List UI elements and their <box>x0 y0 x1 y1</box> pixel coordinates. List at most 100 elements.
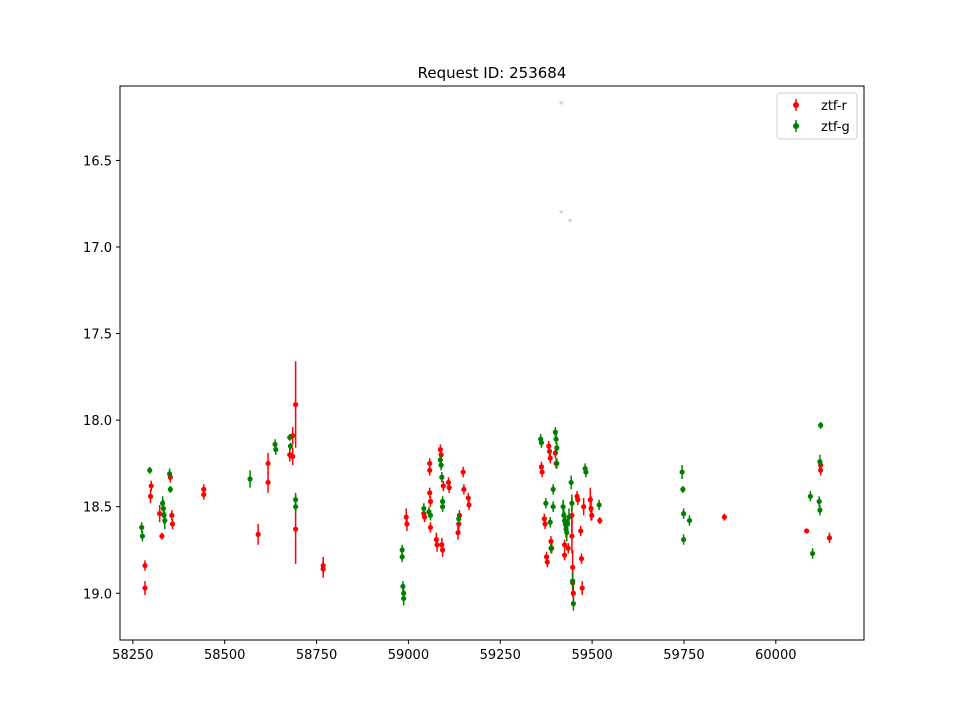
y-tick-label: 19.0 <box>83 587 112 602</box>
ztf-g-point <box>553 436 559 442</box>
ztf-r-point <box>578 528 584 534</box>
ztf-r-point <box>826 535 833 541</box>
ztf-r-point <box>147 493 154 499</box>
ztf-r-point <box>570 564 576 570</box>
ztf-r-point <box>446 485 452 491</box>
y-axis: 16.5 17.0 17.5 18.0 18.5 19.0 <box>83 154 120 602</box>
ztf-r-point <box>589 512 595 518</box>
upper-limit-marker <box>567 219 573 224</box>
ztf-r-point <box>427 467 433 473</box>
ztf-r-point <box>265 460 271 467</box>
ztf-r-point <box>142 585 148 591</box>
ztf-g-point <box>399 554 405 560</box>
ztf-r-point <box>461 486 467 492</box>
ztf-r-point <box>804 528 810 534</box>
ztf-r-point <box>818 467 824 473</box>
ztf-g-point <box>818 422 824 428</box>
ztf-r-point <box>547 455 553 461</box>
ztf-r-point <box>169 521 176 527</box>
ztf-r-point <box>148 483 154 489</box>
ztf-g-point <box>543 500 549 506</box>
ztf-g-point <box>570 578 576 584</box>
ztf-g-point <box>438 462 444 468</box>
upper-limit-marker <box>558 101 564 106</box>
ztf-g-point <box>247 476 253 482</box>
upper-limit-marker <box>558 210 564 215</box>
ztf-g-point <box>427 512 434 518</box>
ztf-r-point <box>440 483 446 489</box>
chart-title: Request ID: 253684 <box>418 64 567 82</box>
x-tick-label: 59500 <box>571 648 612 663</box>
legend-label-ztf-r: ztf-r <box>821 99 847 114</box>
ztf-r-point <box>548 538 554 544</box>
legend: ztf-r ztf-g <box>776 92 858 140</box>
ztf-r-point <box>466 502 472 508</box>
plot-marks <box>139 101 833 611</box>
x-tick-label: 59250 <box>480 648 521 663</box>
ztf-r-point <box>579 585 585 591</box>
x-tick-label: 58500 <box>204 648 245 663</box>
ztf-g-point <box>817 459 823 465</box>
y-tick-label: 17.5 <box>83 328 112 343</box>
ztf-g-point <box>560 504 566 510</box>
y-tick-label: 17.0 <box>83 241 112 256</box>
ztf-r-point <box>142 562 148 569</box>
y-tick-label: 18.0 <box>83 414 112 429</box>
ztf-r-point <box>561 552 568 558</box>
ztf-g-point <box>439 474 445 480</box>
ztf-r-point <box>578 556 585 562</box>
ztf-g-point <box>147 467 153 473</box>
ztf-r-point <box>569 533 575 539</box>
ztf-r-point <box>427 460 433 467</box>
ztf-r-point <box>265 479 271 486</box>
legend-marker-ztf-r <box>793 102 799 108</box>
ztf-g-point <box>167 471 173 477</box>
series-series-2 <box>558 101 573 224</box>
legend-marker-ztf-g <box>793 123 799 129</box>
plot-frame <box>119 85 865 641</box>
legend-label-ztf-g: ztf-g <box>821 120 850 135</box>
ztf-r-point <box>570 590 576 596</box>
x-tick-label: 59750 <box>663 648 704 663</box>
ztf-g-point <box>680 486 686 492</box>
ztf-g-point <box>167 486 173 492</box>
ztf-g-point <box>807 493 813 499</box>
ztf-g-point <box>139 533 146 539</box>
ztf-r-point <box>581 504 587 510</box>
ztf-g-point <box>570 601 576 607</box>
ztf-g-point <box>566 514 572 520</box>
y-tick-label: 16.5 <box>83 154 112 169</box>
ztf-r-point <box>157 511 163 517</box>
ztf-g-point <box>550 504 556 510</box>
ztf-r-point <box>597 517 603 524</box>
ztf-g-point <box>686 517 693 524</box>
ztf-g-point <box>554 460 560 467</box>
ztf-g-point <box>456 516 462 522</box>
ztf-r-point <box>293 526 299 532</box>
ztf-g-point <box>550 486 556 492</box>
ztf-g-point <box>596 502 602 508</box>
ztf-r-point <box>460 469 466 475</box>
ztf-r-point <box>539 469 545 475</box>
ztf-r-point <box>201 491 207 498</box>
ztf-g-point <box>162 517 168 524</box>
ztf-g-point <box>569 500 575 506</box>
ztf-g-point <box>679 469 685 475</box>
x-tick-label: 60000 <box>755 648 796 663</box>
ztf-r-point <box>320 566 326 572</box>
ztf-r-point <box>546 448 553 454</box>
x-tick-label: 58750 <box>296 648 337 663</box>
ztf-g-point <box>681 536 687 543</box>
ztf-r-point <box>169 512 175 518</box>
ztf-g-point <box>399 547 405 553</box>
ztf-r-point <box>561 542 568 548</box>
ztf-r-point <box>465 495 471 501</box>
ztf-r-point <box>721 514 727 520</box>
ztf-g-point <box>439 504 446 510</box>
ztf-g-point <box>401 595 407 602</box>
ztf-r-point <box>421 514 428 520</box>
ztf-r-point <box>565 545 571 551</box>
ztf-r-point <box>544 559 550 565</box>
x-tick-label: 58250 <box>112 648 153 663</box>
